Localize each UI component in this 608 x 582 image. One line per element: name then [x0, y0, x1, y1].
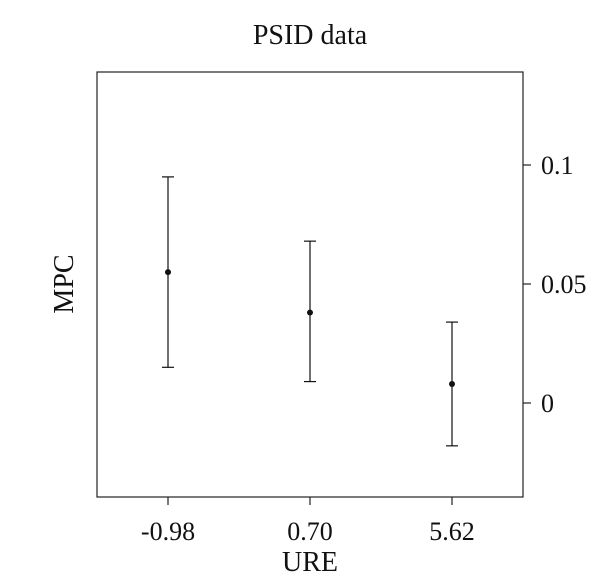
data-point-2 — [307, 309, 313, 316]
chart-marks — [162, 176, 458, 447]
y-tick-label-1: 0 — [541, 389, 554, 418]
y-axis-label: MPC — [49, 254, 80, 313]
x-tick-label-1: -0.98 — [141, 517, 195, 546]
data-point-3 — [449, 380, 455, 387]
x-tick-label-2: 0.70 — [287, 517, 333, 546]
y-tick-label-2: 0.05 — [541, 270, 587, 299]
y-tick-label-3: 0.1 — [541, 151, 574, 180]
chart-title: PSID data — [253, 20, 368, 51]
y-axis: 0 0.05 0.1 — [523, 151, 587, 418]
data-point-1 — [165, 269, 171, 276]
x-tick-label-3: 5.62 — [429, 517, 475, 546]
x-axis-label: URE — [282, 547, 338, 578]
x-axis: -0.98 0.70 5.62 — [141, 497, 475, 546]
